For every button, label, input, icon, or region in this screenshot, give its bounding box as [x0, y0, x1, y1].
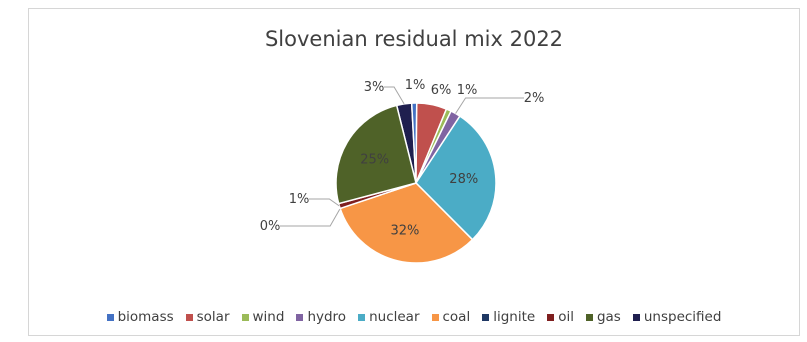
legend-swatch-hydro [296, 313, 304, 321]
legend-item-gas: gas [585, 309, 621, 325]
legend-label-unspecified: unspecified [643, 309, 722, 325]
legend-item-lignite: lignite [482, 309, 535, 325]
legend-item-unspecified: unspecified [632, 309, 722, 325]
data-label-coal: 32% [391, 224, 420, 239]
pie-slice-nuclear [415, 115, 497, 241]
leader-line-unspecified [384, 86, 405, 105]
legend-label-wind: wind [252, 309, 285, 325]
legend-swatch-unspecified [632, 313, 640, 321]
legend-label-lignite: lignite [493, 309, 536, 325]
pie-slice-coal [339, 182, 474, 264]
chart-frame: Slovenian residual mix 2022 3% 1% 6% 1% 2% 28… [28, 8, 800, 336]
legend-label-hydro: hydro [307, 309, 347, 325]
legend-swatch-biomass [106, 313, 114, 321]
data-label-wind: 1% [457, 83, 478, 98]
legend: biomass solar wind hydro nuclear coal lignite o… [29, 309, 799, 325]
legend-swatch-coal [431, 313, 439, 321]
legend-item-biomass: biomass [106, 309, 174, 325]
leader-line-lignite [280, 208, 341, 227]
data-label-oil: 1% [289, 192, 310, 207]
legend-label-nuclear: nuclear [369, 309, 420, 325]
legend-swatch-wind [241, 313, 249, 321]
legend-swatch-oil [547, 313, 555, 321]
data-label-lignite: 0% [260, 219, 281, 234]
legend-label-biomass: biomass [117, 309, 174, 325]
data-label-hydro: 2% [524, 91, 545, 106]
data-label-biomass: 1% [405, 78, 426, 93]
pie-chart: 3% 1% 6% 1% 2% 28% 32% 0% 1% 25% [260, 78, 545, 264]
legend-label-gas: gas [596, 309, 621, 325]
leader-line-hydro [455, 97, 524, 114]
pie-slice-gas [335, 104, 417, 205]
legend-swatch-nuclear [358, 313, 366, 321]
legend-label-solar: solar [196, 309, 230, 325]
legend-item-nuclear: nuclear [358, 309, 420, 325]
legend-label-oil: oil [558, 309, 574, 325]
legend-swatch-lignite [482, 313, 490, 321]
leader-line-oil [309, 198, 340, 207]
data-label-gas: 25% [360, 153, 389, 168]
legend-swatch-solar [185, 313, 193, 321]
legend-item-hydro: hydro [296, 309, 346, 325]
legend-item-coal: coal [431, 309, 471, 325]
chart-title: Slovenian residual mix 2022 [264, 27, 564, 51]
legend-item-solar: solar [185, 309, 230, 325]
data-label-unspecified: 3% [364, 80, 385, 95]
legend-label-coal: coal [442, 309, 471, 325]
data-label-nuclear: 28% [449, 172, 478, 187]
legend-item-oil: oil [547, 309, 574, 325]
legend-swatch-gas [585, 313, 593, 321]
data-label-solar: 6% [431, 83, 452, 98]
legend-item-wind: wind [241, 309, 285, 325]
